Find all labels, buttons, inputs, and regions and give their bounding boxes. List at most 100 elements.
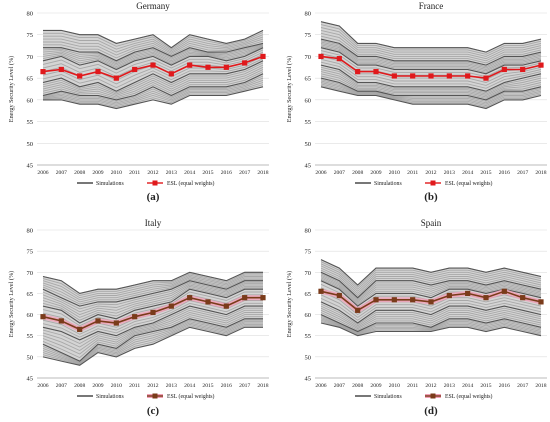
esl-point bbox=[465, 290, 471, 297]
legend-esl-label: ESL (equal weights) bbox=[445, 393, 493, 400]
x-tick-label: 2013 bbox=[166, 383, 177, 389]
x-tick-label: 2012 bbox=[425, 170, 436, 176]
x-tick-label: 2007 bbox=[56, 170, 67, 176]
esl-point bbox=[40, 69, 46, 75]
simulation-line bbox=[320, 42, 542, 70]
esl-point bbox=[355, 69, 361, 75]
simulation-series-line bbox=[42, 60, 264, 92]
simulation-line bbox=[320, 35, 542, 64]
esl-point bbox=[150, 62, 156, 68]
simulation-line bbox=[320, 75, 542, 99]
simulation-line bbox=[320, 45, 542, 73]
panel-letter: (c) bbox=[147, 405, 160, 417]
esl-point bbox=[113, 320, 119, 326]
simulation-line bbox=[42, 77, 264, 104]
simulation-line bbox=[320, 32, 542, 62]
y-tick-label: 55 bbox=[305, 333, 312, 340]
simulation-series-line bbox=[320, 47, 542, 75]
y-tick-label: 75 bbox=[305, 249, 312, 256]
simulation-line bbox=[42, 309, 263, 348]
simulation-line bbox=[320, 319, 542, 335]
simulation-line bbox=[320, 41, 542, 69]
esl-point bbox=[205, 64, 211, 70]
esl-point bbox=[373, 69, 379, 75]
esl-point bbox=[187, 62, 193, 68]
simulation-line bbox=[320, 29, 542, 60]
simulation-series-line bbox=[42, 280, 263, 307]
simulation-line bbox=[320, 82, 542, 105]
y-tick-label: 70 bbox=[27, 54, 34, 61]
simulation-line bbox=[42, 46, 264, 69]
simulation-series-line bbox=[42, 305, 263, 341]
y-tick-label: 80 bbox=[27, 228, 34, 235]
simulation-series-line bbox=[320, 301, 542, 324]
y-tick-label: 50 bbox=[305, 141, 312, 148]
panel-letter: (d) bbox=[424, 405, 438, 417]
simulation-line bbox=[320, 273, 542, 300]
x-tick-label: 2017 bbox=[517, 383, 528, 389]
simulation-line bbox=[320, 27, 542, 57]
simulation-line bbox=[42, 277, 263, 303]
simulation-line bbox=[320, 71, 542, 96]
simulation-line bbox=[320, 294, 542, 318]
simulation-line bbox=[320, 315, 542, 333]
x-tick-label: 2016 bbox=[221, 170, 232, 176]
x-tick-label: 2007 bbox=[334, 170, 345, 176]
simulation-line bbox=[42, 322, 263, 364]
y-tick-label: 70 bbox=[27, 270, 34, 277]
simulation-line bbox=[320, 69, 542, 95]
x-tick-label: 2016 bbox=[499, 383, 510, 389]
simulation-line bbox=[42, 82, 264, 107]
esl-point bbox=[446, 292, 452, 299]
simulation-line bbox=[320, 305, 542, 327]
chart-title: France bbox=[419, 1, 444, 11]
esl-point bbox=[483, 295, 489, 301]
simulation-line bbox=[320, 321, 542, 336]
simulation-line bbox=[42, 79, 264, 105]
esl-point bbox=[77, 326, 83, 332]
esl-point bbox=[391, 297, 397, 303]
y-tick-label: 50 bbox=[305, 354, 312, 361]
y-axis-label: Energy Security Level (%) bbox=[286, 271, 293, 337]
simulation-line bbox=[42, 273, 263, 296]
legend-esl-marker bbox=[152, 393, 158, 399]
chart-title: Germany bbox=[136, 1, 170, 11]
x-tick-label: 2006 bbox=[37, 383, 48, 389]
esl-point bbox=[150, 309, 156, 316]
legend-esl-label: ESL (equal weights) bbox=[445, 180, 493, 187]
y-tick-label: 65 bbox=[27, 76, 34, 83]
esl-point bbox=[483, 75, 489, 81]
legend-simulations-label: Simulations bbox=[96, 181, 124, 187]
simulation-line bbox=[320, 297, 542, 321]
esl-point bbox=[501, 288, 507, 294]
simulation-line bbox=[42, 285, 263, 318]
simulation-line bbox=[320, 263, 542, 290]
y-tick-label: 55 bbox=[27, 119, 34, 126]
esl-point bbox=[205, 299, 211, 305]
x-tick-label: 2018 bbox=[535, 383, 546, 389]
esl-point bbox=[168, 71, 174, 77]
panel-letter: (a) bbox=[147, 191, 160, 203]
esl-point bbox=[242, 60, 248, 66]
y-tick-label: 65 bbox=[305, 76, 312, 83]
esl-point bbox=[355, 307, 361, 313]
x-tick-label: 2009 bbox=[370, 170, 381, 176]
chart-panel-germany: Germany 45 50 55 60 65 70 75 80 2006 2007 2008 2009 2… bbox=[8, 1, 269, 203]
legend-simulations-label: Simulations bbox=[374, 181, 402, 187]
x-tick-label: 2014 bbox=[462, 170, 473, 176]
simulation-series-line bbox=[320, 77, 542, 101]
simulation-series-line bbox=[320, 259, 542, 286]
esl-point bbox=[95, 318, 101, 324]
esl-point bbox=[538, 62, 544, 68]
esl-point bbox=[132, 66, 138, 73]
x-tick-label: 2008 bbox=[74, 383, 85, 389]
y-tick-label: 60 bbox=[305, 97, 312, 104]
esl-point bbox=[318, 53, 324, 60]
simulation-line bbox=[42, 84, 264, 108]
y-tick-label: 70 bbox=[305, 270, 312, 277]
y-tick-label: 45 bbox=[305, 163, 312, 170]
esl-point bbox=[132, 314, 138, 320]
esl-point bbox=[428, 73, 434, 79]
simulation-series-line bbox=[42, 318, 263, 362]
